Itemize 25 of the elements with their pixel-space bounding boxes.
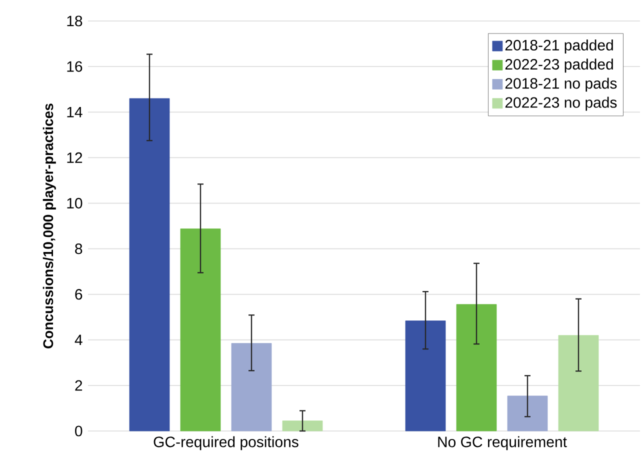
legend-label: 2018-21 no pads xyxy=(505,78,617,92)
y-tick-label: 4 xyxy=(74,334,82,346)
bar xyxy=(456,304,497,432)
y-tick-label: 14 xyxy=(67,106,82,118)
y-tick-label: 10 xyxy=(67,198,82,209)
y-axis-title: Concussions/10,000 player-practices xyxy=(42,104,56,348)
x-tick-label: GC-required positions xyxy=(154,436,298,450)
bar xyxy=(231,343,272,432)
y-tick-label: 18 xyxy=(67,16,82,26)
bar xyxy=(405,320,446,432)
bar xyxy=(129,98,170,432)
legend-label: 2022-23 no pads xyxy=(505,96,617,111)
y-tick-label: 6 xyxy=(75,289,82,300)
y-tick-label: 12 xyxy=(67,152,82,163)
bar xyxy=(282,420,323,432)
y-tick-label: 16 xyxy=(67,61,82,72)
y-tick-label: 8 xyxy=(75,243,82,254)
y-tick-label: 0 xyxy=(75,426,82,436)
x-tick-label: No GC requirement xyxy=(438,436,567,450)
y-tick-label: 2 xyxy=(75,380,82,391)
legend-label: 2018-21 padded xyxy=(505,39,613,54)
legend-label: 2022-23 padded xyxy=(505,58,613,73)
bar xyxy=(558,335,599,432)
bar xyxy=(507,396,548,432)
bar xyxy=(180,228,221,432)
